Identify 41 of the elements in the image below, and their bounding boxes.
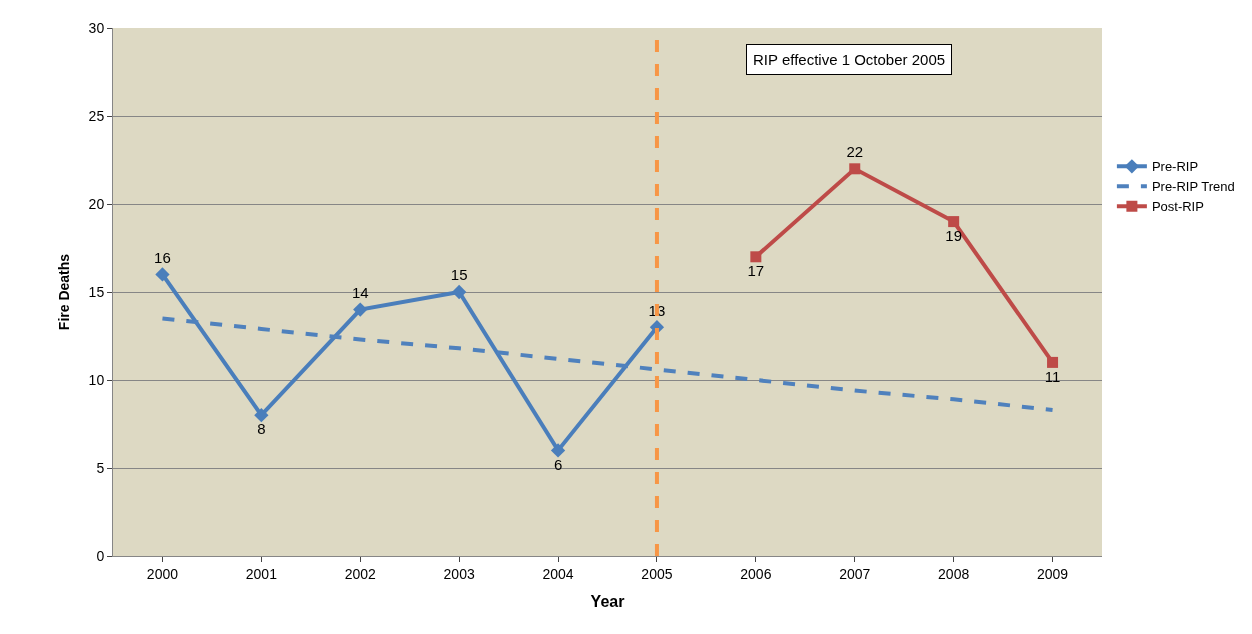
data-label: 8 [257, 420, 266, 438]
x-tick-label: 2001 [245, 565, 278, 582]
x-tick-label: 2009 [1036, 565, 1069, 582]
data-label: 22 [846, 143, 864, 161]
y-tick-label: 10 [88, 371, 105, 388]
y-axis-title: Fire Deaths [56, 253, 73, 331]
x-tick-label: 2004 [542, 565, 574, 582]
legend-label: Post-RIP [1151, 199, 1204, 215]
y-tick-label: 20 [88, 195, 105, 212]
data-label: 17 [747, 261, 765, 279]
data-label: 6 [553, 455, 563, 473]
x-tick-label: 2000 [146, 565, 179, 582]
y-tick-label: 30 [88, 19, 105, 36]
y-tick-label: 0 [96, 547, 105, 564]
point [254, 408, 269, 423]
point [353, 302, 368, 317]
data-label: 15 [450, 266, 468, 284]
point [750, 251, 762, 263]
x-tick-label: 2003 [443, 565, 475, 582]
point [849, 163, 861, 175]
data-label: 16 [154, 248, 171, 266]
x-tick-label: 2008 [938, 565, 970, 582]
x-tick-label: 2005 [641, 565, 673, 582]
y-tick-label: 15 [88, 283, 105, 300]
point [155, 267, 170, 282]
x-tick-label: 2007 [839, 565, 871, 582]
data-label: 19 [945, 226, 962, 244]
data-label: 14 [351, 283, 369, 301]
x-axis-title: Year [590, 593, 625, 611]
x-tick-label: 2006 [740, 565, 772, 582]
data-label: 11 [1044, 367, 1061, 385]
legend-label: Pre-RIP Trend [1151, 179, 1235, 195]
point [550, 443, 566, 458]
annotation: RIP effective 1 October 2005 [753, 51, 946, 68]
legend-label: Pre-RIP [1151, 159, 1199, 175]
point [1047, 356, 1059, 368]
x-tick-label: 2002 [344, 565, 377, 582]
y-tick-label: 25 [88, 107, 105, 124]
y-tick-label: 5 [96, 459, 105, 476]
point [948, 216, 960, 228]
point [452, 284, 467, 300]
